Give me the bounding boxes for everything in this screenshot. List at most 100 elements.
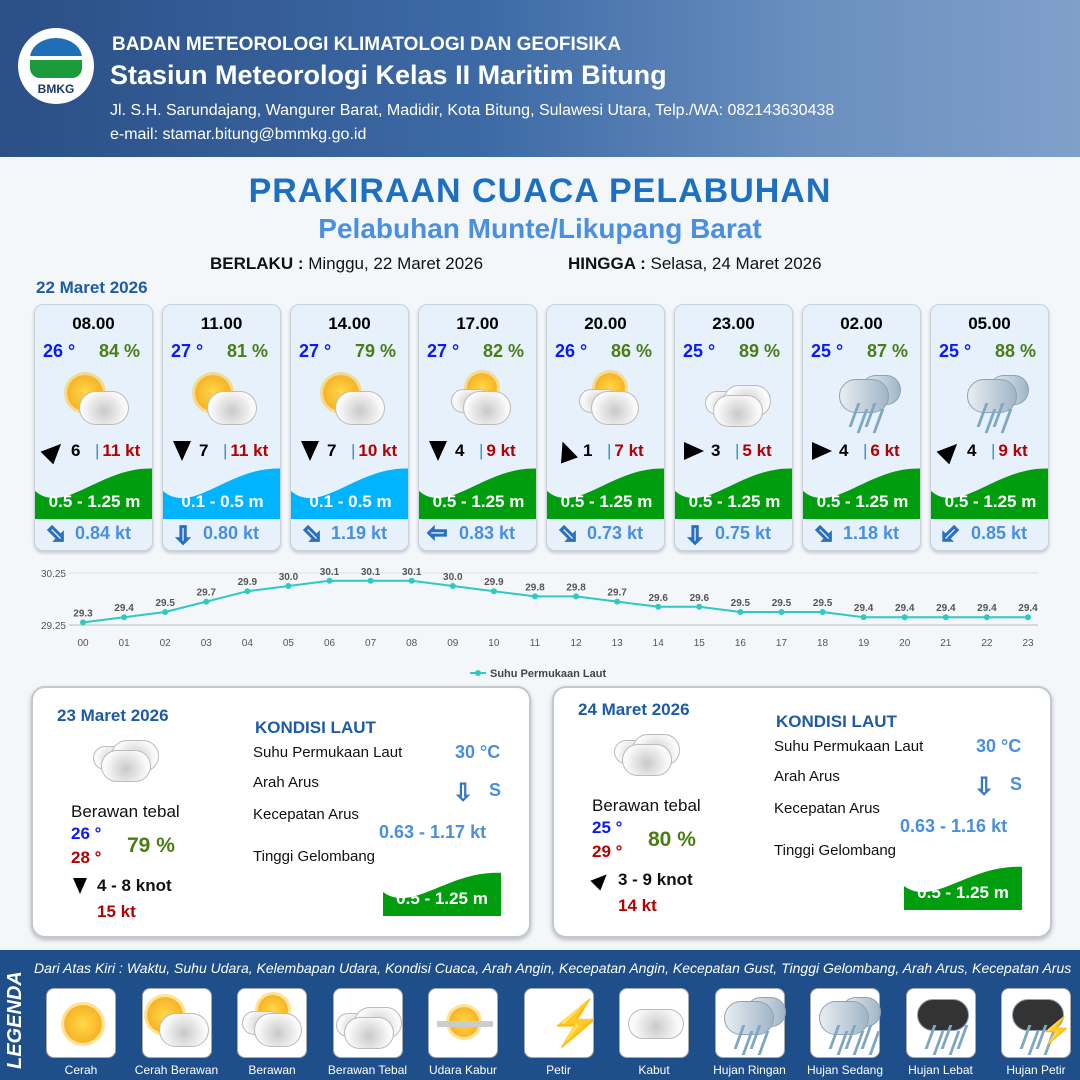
data-label: 29.5 [731,598,751,609]
data-label: 29.3 [73,608,93,619]
data-label: 29.7 [197,588,217,599]
legend-label: Suhu Permukaan Laut [490,668,606,680]
cloud-icon [158,1013,209,1047]
humidity: 87 % [866,341,908,361]
air-temperature: 25 ° [811,341,844,361]
weather-desc: Berawan tebal [71,802,180,821]
humidity: 84 % [98,341,140,361]
header-banner: BMKG BADAN METEOROLOGI KLIMATOLOGI DAN G… [0,0,1080,157]
legend-label: Kabut [638,1063,670,1077]
day-date: 23 Maret 2026 [57,706,169,725]
forecast-time: 23.00 [712,314,755,333]
cloud-icon [622,744,672,776]
data-label: 29.9 [238,577,258,588]
legend-icon-berawan [237,988,307,1058]
weather-icon [833,373,903,433]
day1-date: 22 Maret 2026 [36,278,148,297]
address: Jl. S.H. Sarundajang, Wangurer Barat, Ma… [110,102,835,119]
day-date: 24 Maret 2026 [578,700,690,719]
current-speed: 1.19 kt [331,523,388,543]
cloud-icon [254,1013,302,1047]
legend-icon-hujan-sedang [810,988,881,1058]
current-direction-icon: ⇧ [173,520,194,548]
legend-label: Hujan Petir [1006,1063,1066,1077]
current-direction-icon: ⇧ [294,516,329,551]
temp-max: 29 ° [592,842,623,861]
cloud-icon [207,391,257,425]
data-point [162,609,169,615]
data-point [490,588,497,595]
data-point [819,609,826,615]
cloud-icon [343,1017,394,1049]
weather-icon [321,373,391,433]
wind-info: 4 | 9 kt [936,437,1047,465]
wave-height: 0.1 - 0.5 m [291,463,408,519]
x-tick-label: 08 [406,638,418,649]
forecast-card: 05.00 25 ° 88 % 4 | 9 kt 0.5 - 1.25 m ⇧ 0.… [930,304,1049,551]
cloud-icon [101,750,151,782]
data-point [655,603,662,610]
humidity: 89 % [738,341,780,361]
valid-from: BERLAKU : Minggu, 22 Maret 2026 [210,254,484,273]
data-point [942,614,949,621]
wind-direction-icon [554,438,578,464]
cloud-icon [591,391,639,425]
data-label: 29.6 [690,593,710,604]
wave-height: 0.1 - 0.5 m [163,463,280,519]
data-point [531,593,538,600]
weather-icon [577,373,647,433]
temp-min: 26 ° [71,824,102,843]
air-temperature: 26 ° [555,341,588,361]
x-tick-label: 21 [940,638,952,649]
data-label: 29.9 [484,577,504,588]
current-direction-icon: ⇧ [806,516,841,551]
wave-height: 0.5 - 1.25 m [675,463,792,519]
gust-speed: 14 kt [618,896,657,915]
data-label: 30.1 [320,567,340,578]
rain-cloud-icon [819,1001,869,1035]
humidity: 79 % [354,341,396,361]
humidity: 80 % [648,828,696,851]
current-speed: 0.85 kt [971,523,1028,543]
current-speed-label: Kecepatan Arus [253,806,359,823]
x-tick-label: 11 [530,638,541,649]
wave-height: 0.5 - 1.25 m [383,868,501,916]
current-direction: S [489,780,502,800]
wind-info: 7 | 10 kt [297,439,407,463]
legend-icon-kabut [619,988,689,1058]
gust-speed: | 6 kt [863,441,900,460]
sst-chart: 29.25 30.25 29.3 00 29.4 01 29.5 02 29.7 03 29.9 04… [41,567,1038,680]
current-direction-icon: ⇧ [38,516,73,551]
wind-info: 3 | 5 kt [681,439,791,463]
data-label: 29.5 [772,598,792,609]
legend-title: LEGENDA [4,971,26,1069]
data-label: 29.4 [854,603,874,614]
legend-icon-cerah [46,988,116,1058]
cloud-icon [628,1009,684,1039]
data-point [983,614,990,621]
wave-height-label: Tinggi Gelombang [253,848,376,865]
data-label: 29.4 [936,603,956,614]
page-subtitle: Pelabuhan Munte/Likupang Barat [318,213,762,244]
cloud-icon [463,391,511,425]
current-info: ⇧ 1.19 kt [294,516,408,550]
data-point [326,577,333,584]
legend-label: Hujan Sedang [806,1063,884,1077]
weather-icon [614,722,684,782]
wind-speed: 4 [455,441,465,460]
forecast-card: 20.00 26 ° 86 % 1 | 7 kt 0.5 - 1.25 m ⇧ 0.… [546,304,665,551]
wind-direction-icon [301,441,319,461]
current-speed: 0.83 kt [459,523,516,543]
x-tick-label: 20 [899,638,911,649]
legend-icon-udara-kabur [428,988,498,1058]
legend-icon-berawan-tebal [332,988,403,1058]
air-temperature: 27 ° [427,341,460,361]
weather-icon [93,728,163,788]
wind-direction-icon [936,437,964,465]
x-tick-label: 22 [981,638,993,649]
current-info: ⇧ 0.83 kt [425,521,536,547]
forecast-card: 02.00 25 ° 87 % 4 | 6 kt 0.5 - 1.25 m ⇧ 1.… [802,304,921,551]
humidity: 79 % [127,834,175,857]
air-temperature: 25 ° [939,341,972,361]
air-temperature: 27 ° [299,341,332,361]
